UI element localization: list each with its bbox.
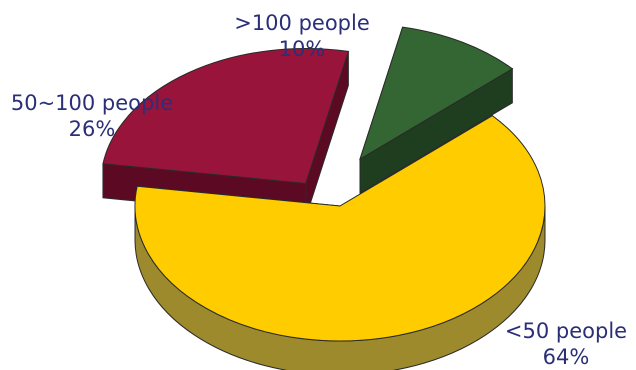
slice-label-over-100-percent: 10% xyxy=(278,37,326,61)
slice-label-under-50-name: <50 people xyxy=(504,319,628,343)
slice-label-over-100-name: >100 people xyxy=(234,11,370,35)
slice-label-over-100: >100 people 10% xyxy=(232,10,372,62)
slice-label-under-50: <50 people 64% xyxy=(498,318,634,370)
pie-slice-0 xyxy=(359,26,514,195)
pie-slice-1-top xyxy=(134,115,546,342)
slice-label-50-100: 50~100 people 26% xyxy=(4,90,180,142)
slice-label-under-50-percent: 64% xyxy=(542,345,590,369)
pie-slice-2-top xyxy=(102,47,350,185)
pie-slice-1 xyxy=(134,114,546,370)
pie-slice-2 xyxy=(102,47,350,219)
slice-label-50-100-name: 50~100 people xyxy=(10,91,174,115)
slice-label-50-100-percent: 26% xyxy=(68,117,116,141)
pie-slice-0-top xyxy=(359,26,514,161)
